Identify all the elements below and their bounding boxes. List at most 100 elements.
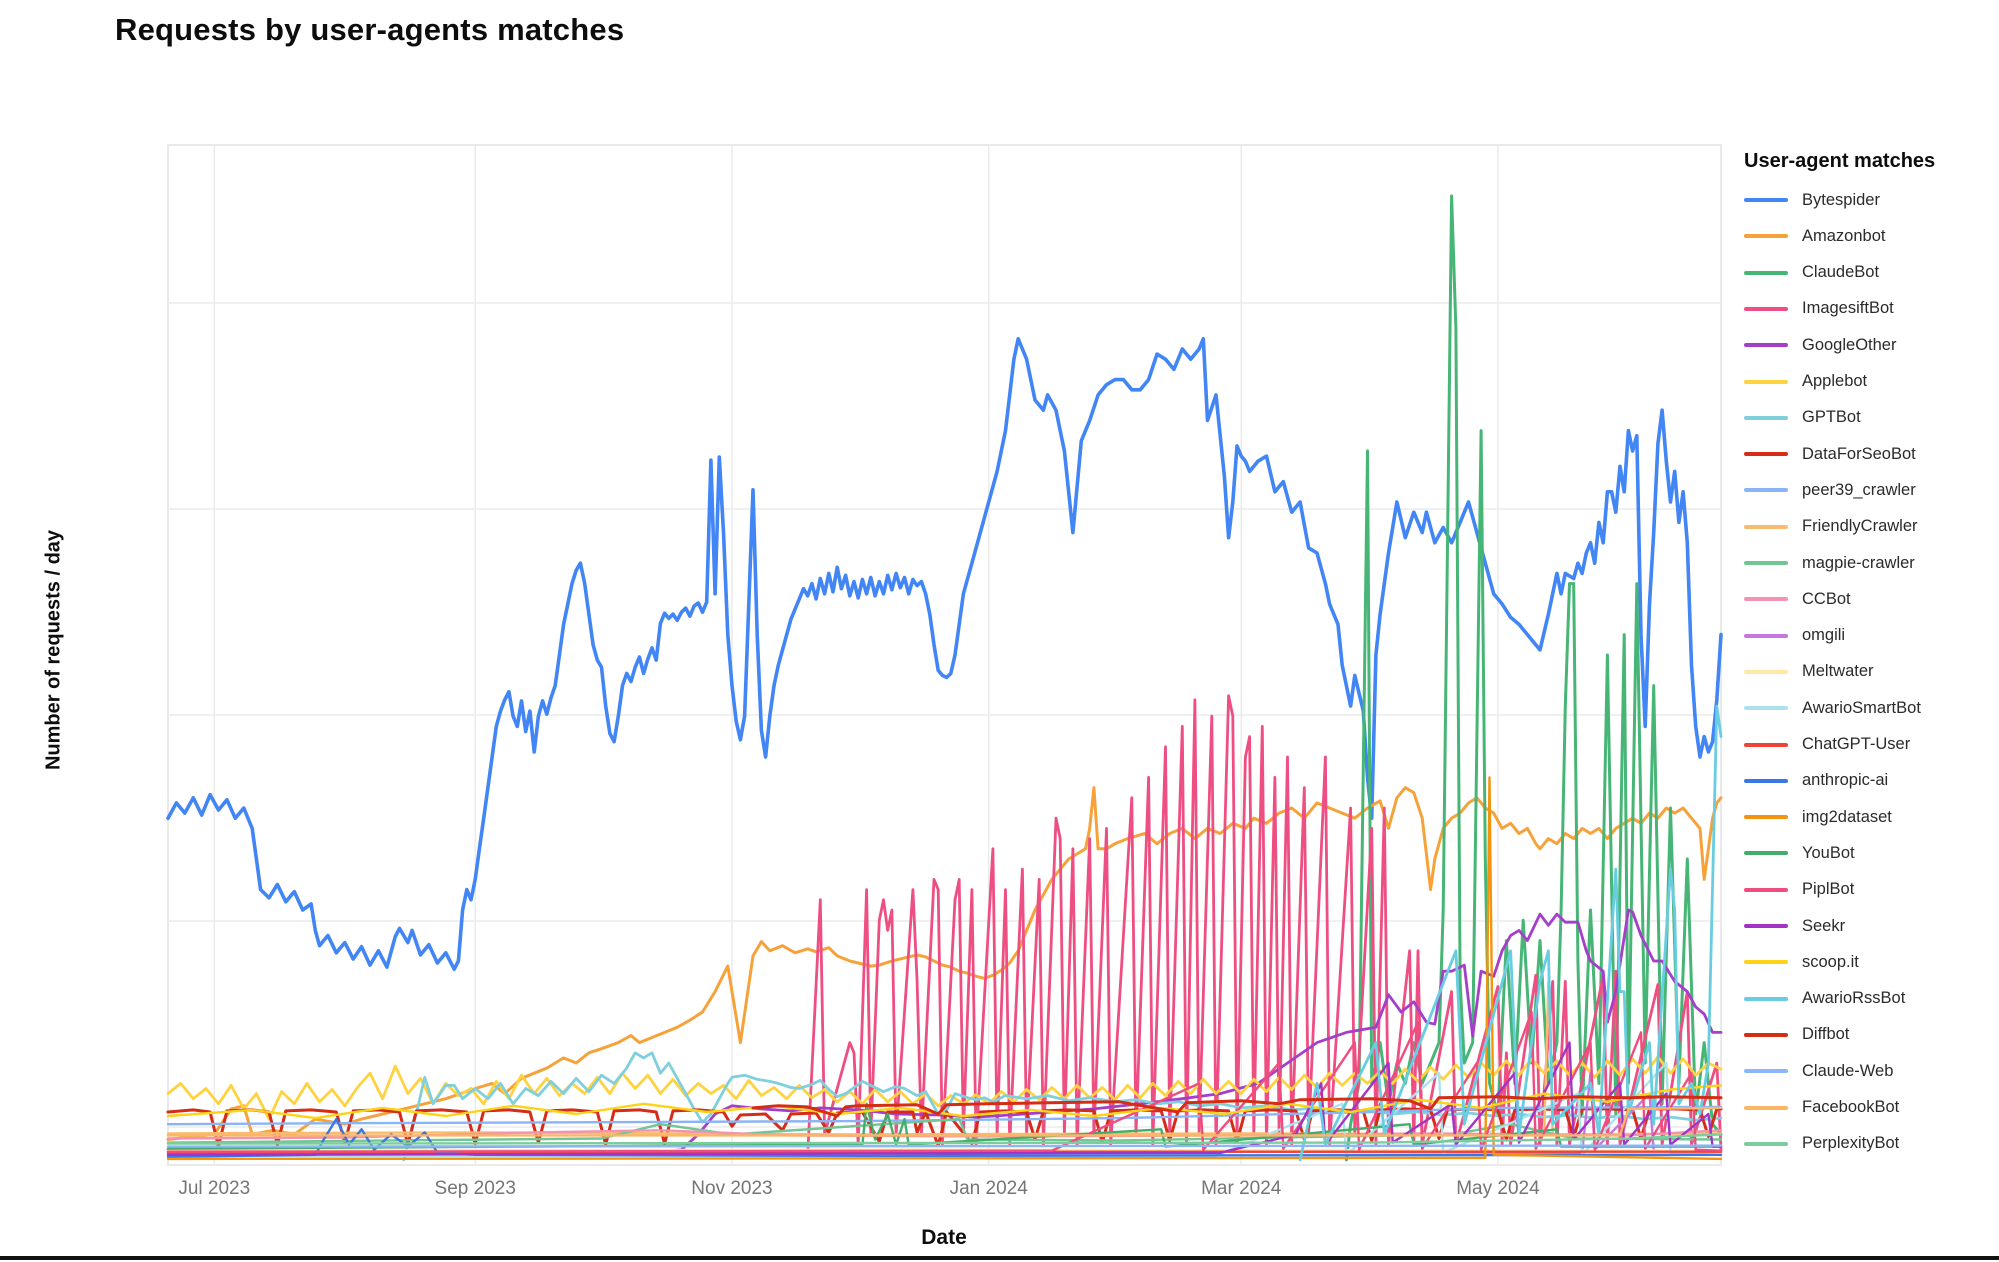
legend-label: Meltwater bbox=[1802, 662, 1874, 681]
legend-label: img2dataset bbox=[1802, 807, 1892, 826]
legend-label: GPTBot bbox=[1802, 408, 1861, 427]
legend-swatch-Amazonbot bbox=[1744, 234, 1788, 239]
legend-label: Amazonbot bbox=[1802, 226, 1886, 245]
legend-item-FacebookBot: FacebookBot bbox=[1744, 1098, 1899, 1118]
legend-item-DataForSeoBot: DataForSeoBot bbox=[1744, 444, 1916, 464]
legend-swatch-ClaudeBot bbox=[1744, 270, 1788, 275]
series-line-Claude-Web bbox=[166, 1144, 1723, 1148]
legend-label: anthropic-ai bbox=[1802, 771, 1889, 790]
legend-swatch-DataForSeoBot bbox=[1744, 452, 1788, 457]
legend-item-PerplexityBot: PerplexityBot bbox=[1744, 1134, 1899, 1154]
legend-label: Bytespider bbox=[1802, 190, 1880, 209]
legend-item-Diffbot: Diffbot bbox=[1744, 1025, 1849, 1045]
legend-item-YouBot: YouBot bbox=[1744, 843, 1855, 863]
legend-swatch-PiplBot bbox=[1744, 887, 1788, 892]
legend-label: FacebookBot bbox=[1802, 1098, 1900, 1116]
legend-item-Seekr: Seekr bbox=[1744, 916, 1845, 936]
series-line-Amazonbot bbox=[166, 786, 1723, 1141]
legend-label: scoop.it bbox=[1802, 952, 1859, 971]
x-tick-label: Jan 2024 bbox=[949, 1178, 1028, 1199]
legend-label: Claude-Web bbox=[1802, 1061, 1894, 1080]
legend-item-Meltwater: Meltwater bbox=[1744, 662, 1874, 682]
x-axis-title: Date bbox=[921, 1226, 967, 1249]
legend-swatch-ImagesiftBot bbox=[1744, 306, 1788, 311]
series-line-peer39_crawler bbox=[166, 1105, 1723, 1126]
legend-swatch-GPTBot bbox=[1744, 415, 1788, 420]
legend-swatch-anthropic-ai bbox=[1744, 778, 1788, 783]
legend-label: GoogleOther bbox=[1802, 335, 1897, 354]
series-line-PerplexityBot bbox=[166, 1133, 1723, 1145]
series-line-FacebookBot bbox=[166, 1106, 1723, 1137]
legend-item-GoogleOther: GoogleOther bbox=[1744, 335, 1896, 355]
legend-item-magpie-crawler: magpie-crawler bbox=[1744, 553, 1915, 573]
legend-swatch-Bytespider bbox=[1744, 198, 1788, 202]
legend-label: peer39_crawler bbox=[1802, 480, 1916, 499]
legend-label: magpie-crawler bbox=[1802, 553, 1915, 572]
legend-swatch-AwarioRssBot bbox=[1744, 996, 1788, 1001]
legend-item-GPTBot: GPTBot bbox=[1744, 408, 1861, 428]
legend-label: AwarioRssBot bbox=[1802, 989, 1906, 1008]
legend-label: Diffbot bbox=[1802, 1025, 1850, 1044]
legend-item-scoop.it: scoop.it bbox=[1744, 952, 1859, 972]
legend-item-Claude-Web: Claude-Web bbox=[1744, 1061, 1893, 1081]
series-line-img2dataset bbox=[166, 776, 1723, 1161]
legend-label: Seekr bbox=[1802, 916, 1846, 935]
series-line-magpie-crawler bbox=[166, 1117, 1723, 1144]
legend-swatch-Meltwater bbox=[1744, 669, 1788, 674]
x-tick-label: May 2024 bbox=[1456, 1178, 1540, 1199]
legend-item-CCBot: CCBot bbox=[1744, 589, 1851, 609]
legend-swatch-scoop.it bbox=[1744, 960, 1788, 965]
legend-swatch-Applebot bbox=[1744, 379, 1788, 384]
legend-label: YouBot bbox=[1802, 843, 1855, 862]
legend-swatch-YouBot bbox=[1744, 851, 1788, 856]
legend-item-peer39_crawler: peer39_crawler bbox=[1744, 480, 1916, 500]
legend-swatch-FacebookBot bbox=[1744, 1105, 1788, 1110]
legend-label: PiplBot bbox=[1802, 880, 1855, 899]
legend-item-FriendlyCrawler: FriendlyCrawler bbox=[1744, 517, 1918, 537]
legend-label: DataForSeoBot bbox=[1802, 444, 1916, 463]
series-line-Diffbot bbox=[751, 1095, 1723, 1118]
legend-item-ImagesiftBot: ImagesiftBot bbox=[1744, 299, 1894, 319]
series-line-Bytespider bbox=[166, 336, 1723, 972]
series-line-scoop.it bbox=[166, 1084, 1723, 1120]
legend-label: PerplexityBot bbox=[1802, 1134, 1900, 1153]
legend-swatch-Seekr bbox=[1744, 924, 1788, 928]
x-tick-label: Mar 2024 bbox=[1201, 1178, 1282, 1199]
legend-label: FriendlyCrawler bbox=[1802, 517, 1918, 536]
legend-item-PiplBot: PiplBot bbox=[1744, 880, 1854, 900]
legend-swatch-peer39_crawler bbox=[1744, 488, 1788, 493]
legend-item-ClaudeBot: ClaudeBot bbox=[1744, 263, 1879, 283]
x-tick-label: Sep 2023 bbox=[434, 1178, 516, 1199]
legend-item-AwarioRssBot: AwarioRssBot bbox=[1744, 989, 1905, 1009]
page-title: Requests by user-agents matches bbox=[115, 12, 625, 47]
legend-item-ChatGPT-User: ChatGPT-User bbox=[1744, 735, 1910, 755]
legend-swatch-AwarioSmartBot bbox=[1744, 706, 1788, 711]
y-axis-title: Number of requests / day bbox=[42, 529, 65, 771]
legend-title: User-agent matches bbox=[1744, 150, 1936, 172]
legend-item-Bytespider: Bytespider bbox=[1744, 190, 1880, 210]
legend-item-Amazonbot: Amazonbot bbox=[1744, 226, 1885, 246]
legend-label: ImagesiftBot bbox=[1802, 299, 1894, 318]
bottom-divider bbox=[0, 1256, 1999, 1260]
legend-swatch-GoogleOther bbox=[1744, 343, 1788, 348]
legend-swatch-ChatGPT-User bbox=[1744, 742, 1788, 747]
legend-item-AwarioSmartBot: AwarioSmartBot bbox=[1744, 698, 1921, 718]
legend-label: AwarioSmartBot bbox=[1802, 698, 1921, 717]
x-tick-label: Nov 2023 bbox=[691, 1178, 773, 1199]
series-line-AwarioRssBot bbox=[1298, 704, 1723, 1162]
legend-label: CCBot bbox=[1802, 589, 1851, 608]
legend-label: omgili bbox=[1802, 626, 1846, 645]
legend-swatch-CCBot bbox=[1744, 597, 1788, 602]
legend-swatch-FriendlyCrawler bbox=[1744, 524, 1788, 529]
legend-swatch-omgili bbox=[1744, 633, 1788, 638]
legend-swatch-magpie-crawler bbox=[1744, 561, 1788, 565]
legend-item-Applebot: Applebot bbox=[1744, 372, 1867, 392]
legend-item-omgili: omgili bbox=[1744, 626, 1845, 646]
legend-swatch-img2dataset bbox=[1744, 815, 1788, 820]
legend-swatch-Diffbot bbox=[1744, 1032, 1788, 1037]
legend-item-anthropic-ai: anthropic-ai bbox=[1744, 771, 1888, 791]
legend-label: Applebot bbox=[1802, 372, 1868, 390]
legend-label: ChatGPT-User bbox=[1802, 735, 1911, 753]
